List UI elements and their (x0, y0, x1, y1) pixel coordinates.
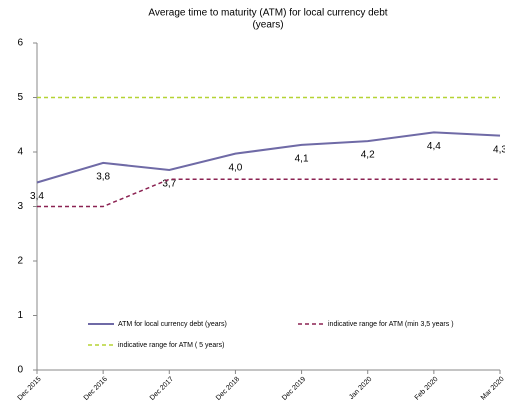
y-tick-label: 2 (17, 256, 23, 267)
y-tick-label: 4 (17, 147, 23, 158)
x-tick-label: Feb 2020 (414, 376, 440, 402)
legend-label: indicative range for ATM (min 3,5 years … (328, 321, 454, 328)
x-tick-label: Dec 2018 (215, 376, 241, 402)
x-tick-label: Mar 2020 (480, 376, 505, 402)
data-label: 4,2 (361, 150, 375, 161)
y-tick-label: 6 (17, 38, 23, 49)
series-line (37, 178, 500, 208)
data-label: 4,4 (427, 141, 441, 152)
x-tick-label: Jan 2020 (348, 376, 373, 401)
y-tick-label: 3 (17, 201, 23, 212)
data-label: 4,1 (295, 154, 309, 165)
data-label: 3,7 (162, 179, 176, 190)
x-tick-label: Dec 2016 (83, 376, 109, 402)
x-tick-label: Dec 2019 (281, 376, 307, 402)
data-label: 3,4 (30, 191, 44, 202)
x-tick-label: Dec 2015 (17, 376, 43, 402)
x-tick-label: Dec 2017 (149, 376, 175, 402)
y-tick-label: 1 (17, 310, 23, 321)
data-label: 4,3 (493, 144, 505, 155)
y-tick-label: 5 (17, 92, 23, 103)
data-label: 4,0 (228, 162, 242, 173)
chart-title: Average time to maturity (ATM) for local… (148, 8, 387, 19)
y-tick-label: 0 (17, 365, 23, 376)
data-label: 3,8 (96, 172, 110, 183)
legend-label: indicative range for ATM ( 5 years) (118, 342, 224, 349)
legend-label: ATM for local currency debt (years) (118, 321, 227, 328)
series-line (36, 131, 501, 184)
chart-subtitle: (years) (252, 20, 283, 31)
